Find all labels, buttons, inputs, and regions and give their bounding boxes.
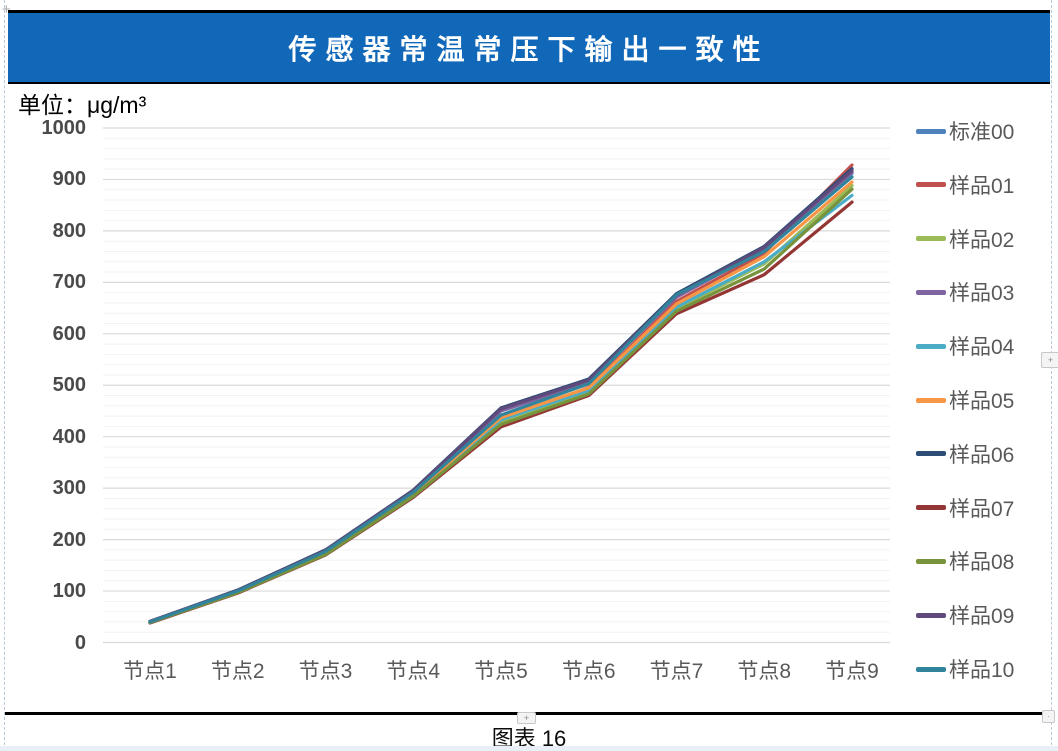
legend-label: 样品03 — [949, 282, 1015, 306]
legend-label: 样品04 — [949, 336, 1015, 360]
legend-swatch-icon — [916, 397, 946, 403]
series-line-1 — [148, 163, 854, 625]
y-tick-label: 900 — [52, 168, 86, 191]
legend-swatch-icon — [916, 128, 946, 134]
legend-label: 样品02 — [949, 228, 1015, 252]
y-tick-label: 600 — [52, 322, 86, 345]
legend-label: 样品09 — [949, 605, 1015, 629]
legend-swatch-icon — [916, 236, 946, 242]
legend-item-样品05: 样品05 — [916, 387, 1014, 413]
object-anchor-icon: + — [2, 1, 11, 18]
legend-item-样品06: 样品06 — [916, 441, 1014, 467]
legend-label: 样品10 — [949, 659, 1015, 682]
legend-item-样品03: 样品03 — [916, 279, 1014, 305]
series-line-5 — [148, 180, 854, 624]
x-tick-label: 节点3 — [298, 660, 353, 683]
chart-title: 传感器常温常压下输出一致性 — [288, 33, 770, 65]
outline-expand-icon[interactable]: + — [517, 712, 536, 724]
unit-label: 单位：μg/m³ — [18, 92, 147, 118]
x-tick-label: 节点1 — [123, 660, 177, 683]
legend-swatch-icon — [916, 505, 946, 511]
legend-swatch-icon — [916, 182, 946, 188]
series-line-10 — [148, 175, 854, 624]
legend-swatch-icon — [916, 451, 946, 457]
plot-svg — [103, 127, 890, 644]
legend-swatch-icon — [916, 289, 946, 295]
series-line-6 — [148, 167, 854, 624]
y-tick-label: 500 — [52, 374, 86, 397]
y-tick-label: 0 — [74, 631, 86, 654]
y-tick-label: 200 — [52, 528, 86, 551]
legend-label: 样品01 — [949, 174, 1015, 198]
x-tick-label: 节点8 — [737, 660, 792, 683]
legend-label: 样品05 — [949, 390, 1015, 413]
legend-label: 样品08 — [949, 551, 1015, 575]
x-tick-label: 节点6 — [561, 660, 616, 683]
y-tick-label: 1000 — [41, 117, 87, 139]
series-line-9 — [148, 169, 854, 624]
legend-swatch-icon — [916, 666, 946, 672]
series-line-8 — [148, 187, 854, 625]
legend-swatch-icon — [916, 343, 946, 349]
x-tick-label: 节点2 — [210, 660, 265, 683]
series-line-3 — [148, 170, 854, 624]
legend-item-标准00: 标准00 — [916, 118, 1014, 144]
x-tick-label: 节点4 — [386, 660, 441, 683]
text-boundary-left — [4, 0, 5, 745]
legend-item-样品01: 样品01 — [916, 172, 1014, 198]
corner-handle-icon[interactable]: · — [1042, 710, 1055, 723]
legend-item-样品02: 样品02 — [916, 226, 1014, 252]
text-boundary-right — [1051, 0, 1052, 745]
x-tick-label: 节点5 — [474, 660, 528, 683]
y-tick-label: 800 — [52, 219, 86, 242]
legend-item-样品07: 样品07 — [916, 495, 1014, 521]
legend-item-样品10: 样品10 — [916, 656, 1014, 682]
legend-swatch-icon — [916, 558, 946, 564]
x-tick-label: 节点7 — [649, 660, 704, 683]
x-tick-label: 节点9 — [825, 660, 879, 683]
series-line-0 — [148, 171, 854, 624]
legend-item-样品04: 样品04 — [916, 333, 1014, 359]
legend-label: 样品06 — [949, 443, 1015, 467]
legend-label: 样品07 — [949, 497, 1015, 521]
legend-swatch-icon — [916, 612, 946, 618]
y-tick-label: 100 — [52, 580, 86, 603]
legend-label: 标准00 — [949, 121, 1015, 144]
bottom-strip — [0, 746, 1058, 751]
y-tick-label: 700 — [52, 271, 86, 294]
y-tick-label: 300 — [52, 477, 86, 500]
margin-expand-icon[interactable]: + — [1041, 352, 1058, 368]
legend-item-样品08: 样品08 — [916, 548, 1014, 574]
legend-item-样品09: 样品09 — [916, 602, 1014, 628]
y-tick-label: 400 — [52, 425, 86, 448]
chart-title-banner: 传感器常温常压下输出一致性 — [8, 10, 1050, 84]
